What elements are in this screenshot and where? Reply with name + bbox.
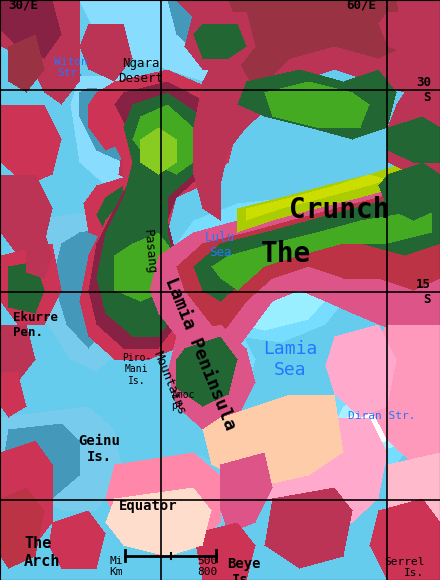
Text: Ngara
Desert: Ngara Desert — [118, 57, 163, 85]
Text: Lamia Peninsula: Lamia Peninsula — [161, 275, 239, 433]
Text: Beye
Is.: Beye Is. — [227, 557, 261, 580]
Text: 15
S: 15 S — [416, 278, 431, 306]
Text: Equator: Equator — [119, 499, 177, 513]
Text: Mountains: Mountains — [151, 349, 188, 416]
Text: Geinu
Is.: Geinu Is. — [78, 434, 120, 464]
Text: 30
S: 30 S — [416, 76, 431, 104]
Text: Piro-
Mani
Is.: Piro- Mani Is. — [122, 353, 151, 386]
Text: Serrel
Is.: Serrel Is. — [384, 557, 425, 578]
Text: Amoc
pt: Amoc pt — [172, 390, 195, 411]
Text: The
Arch: The Arch — [24, 536, 61, 569]
Text: 500
800: 500 800 — [198, 556, 218, 577]
Text: Lulu
Sea: Lulu Sea — [205, 231, 235, 259]
Text: Ekurre
Pen.: Ekurre Pen. — [13, 311, 58, 339]
Text: Mi
Km: Mi Km — [110, 556, 123, 577]
Text: 60/E: 60/E — [347, 0, 377, 12]
Text: Witon
Str.: Witon Str. — [54, 57, 87, 78]
Text: Crunch: Crunch — [289, 196, 389, 224]
Text: Diran Str.: Diran Str. — [348, 411, 415, 422]
Text: The: The — [261, 240, 311, 268]
Text: Lamia
Sea: Lamia Sea — [263, 340, 318, 379]
Text: Pasang: Pasang — [141, 229, 158, 276]
Text: 30/E: 30/E — [8, 0, 38, 12]
